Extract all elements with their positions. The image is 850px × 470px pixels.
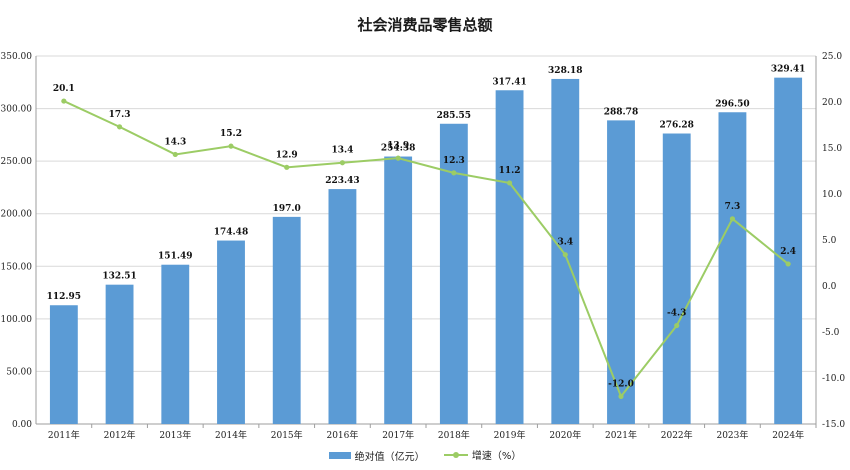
line-point (116, 124, 123, 130)
line-data-label: 17.3 (109, 110, 131, 120)
x-tick-label: 2021年 (605, 429, 637, 441)
y-left-tick-label: 150.00 (1, 262, 33, 272)
bar-data-label: 285.55 (437, 111, 471, 121)
bar-data-label: 317.41 (492, 77, 526, 87)
bar (495, 90, 524, 425)
legend-bar-swatch (328, 451, 351, 459)
bar-data-label: 254.38 (381, 144, 415, 154)
chart-legend: 绝对值（亿元） 增速（%） (0, 447, 850, 463)
line-data-label: -4.3 (667, 309, 686, 319)
x-tick-label: 2022年 (661, 429, 693, 441)
bar (161, 264, 190, 424)
line-point (674, 322, 680, 329)
bar (328, 189, 357, 424)
bar (718, 112, 747, 424)
bar-data-label: 288.78 (604, 107, 638, 117)
line-point (339, 160, 346, 166)
line-data-label: 11.2 (499, 166, 521, 176)
y-left-tick-label: 300.00 (1, 105, 33, 115)
chart-title: 社会消费品零售总额 (357, 16, 493, 34)
bar-data-label: 151.49 (158, 252, 192, 262)
bar-data-label: 132.51 (102, 272, 136, 282)
y-right-tick-label: -15.0 (822, 420, 845, 430)
line-data-label: 20.1 (53, 84, 75, 94)
bar (217, 240, 245, 424)
legend-line-swatch (443, 451, 468, 459)
line-point (729, 216, 736, 222)
line-point (562, 252, 568, 258)
line-point (284, 164, 290, 170)
legend-bar-label: 绝对值（亿元） (354, 451, 425, 463)
bar (272, 216, 301, 424)
legend-line-label: 增速（%） (471, 451, 522, 462)
line-point (228, 143, 234, 149)
line-point (395, 155, 401, 161)
y-left-tick-label: 50.00 (6, 367, 32, 377)
y-right-tick-label: 20.0 (822, 98, 842, 108)
bar-data-label: 276.28 (659, 121, 693, 131)
line-point (61, 98, 67, 104)
line-data-label: 13.9 (387, 141, 409, 151)
bar-data-label: 112.95 (47, 292, 81, 302)
x-tick-label: 2017年 (382, 429, 414, 441)
x-tick-label: 2018年 (438, 429, 470, 441)
y-right-tick-label: 25.0 (822, 52, 842, 62)
bar-data-label: 329.41 (771, 65, 805, 75)
line-point (451, 170, 457, 176)
bar (774, 77, 803, 424)
bar-data-label: 296.50 (715, 99, 749, 109)
bar-data-label: 174.48 (214, 228, 248, 238)
bar-data-label: 197.0 (273, 204, 301, 214)
line-data-label: 12.9 (276, 150, 298, 160)
y-left-tick-label: 250.00 (1, 157, 33, 167)
y-left-tick-label: 0.00 (12, 420, 32, 430)
bar (551, 78, 580, 424)
line-data-label: 14.3 (164, 137, 186, 147)
x-tick-label: 2011年 (48, 429, 80, 441)
x-tick-label: 2014年 (215, 429, 247, 441)
y-right-tick-label: 10.0 (822, 190, 842, 200)
bar (49, 305, 78, 424)
x-tick-label: 2016年 (326, 429, 358, 441)
y-right-tick-label: -10.0 (822, 374, 845, 384)
x-tick-label: 2019年 (494, 429, 526, 441)
x-tick-label: 2013年 (159, 429, 191, 441)
bar (439, 123, 468, 424)
bar-data-label: 223.43 (325, 176, 359, 186)
y-left-tick-label: 200.00 (1, 210, 33, 220)
legend-item-line: 增速（%） (443, 447, 522, 462)
line-data-label: -12.0 (608, 379, 634, 389)
x-tick-label: 2020年 (549, 429, 581, 441)
bar-data-label: 328.18 (548, 66, 582, 76)
legend-item-bar: 绝对值（亿元） (328, 448, 425, 463)
bar (384, 156, 413, 424)
line-point (172, 151, 178, 158)
x-tick-label: 2012年 (104, 429, 136, 441)
line-data-label: 12.3 (443, 156, 465, 166)
y-left-tick-label: 350.00 (1, 52, 33, 62)
line-point (618, 393, 624, 399)
line-point (506, 180, 513, 186)
line-data-label: 7.3 (725, 202, 741, 212)
bar (662, 133, 691, 425)
line-series-path (63, 100, 789, 399)
x-tick-label: 2024年 (772, 429, 804, 441)
y-right-tick-label: 5.0 (822, 236, 837, 246)
line-data-label: 2.4 (780, 247, 796, 257)
x-tick-label: 2015年 (271, 429, 303, 441)
y-right-tick-label: 15.0 (822, 144, 842, 154)
bar (105, 284, 134, 424)
line-data-label: 3.4 (557, 238, 573, 248)
y-left-tick-label: 100.00 (1, 315, 33, 325)
y-right-tick-label: 0.0 (822, 282, 837, 292)
y-right-tick-label: -5.0 (822, 328, 840, 338)
line-data-label: 15.2 (220, 129, 242, 139)
line-data-label: 13.4 (331, 146, 353, 156)
line-point (785, 261, 791, 267)
x-tick-label: 2023年 (716, 429, 748, 441)
